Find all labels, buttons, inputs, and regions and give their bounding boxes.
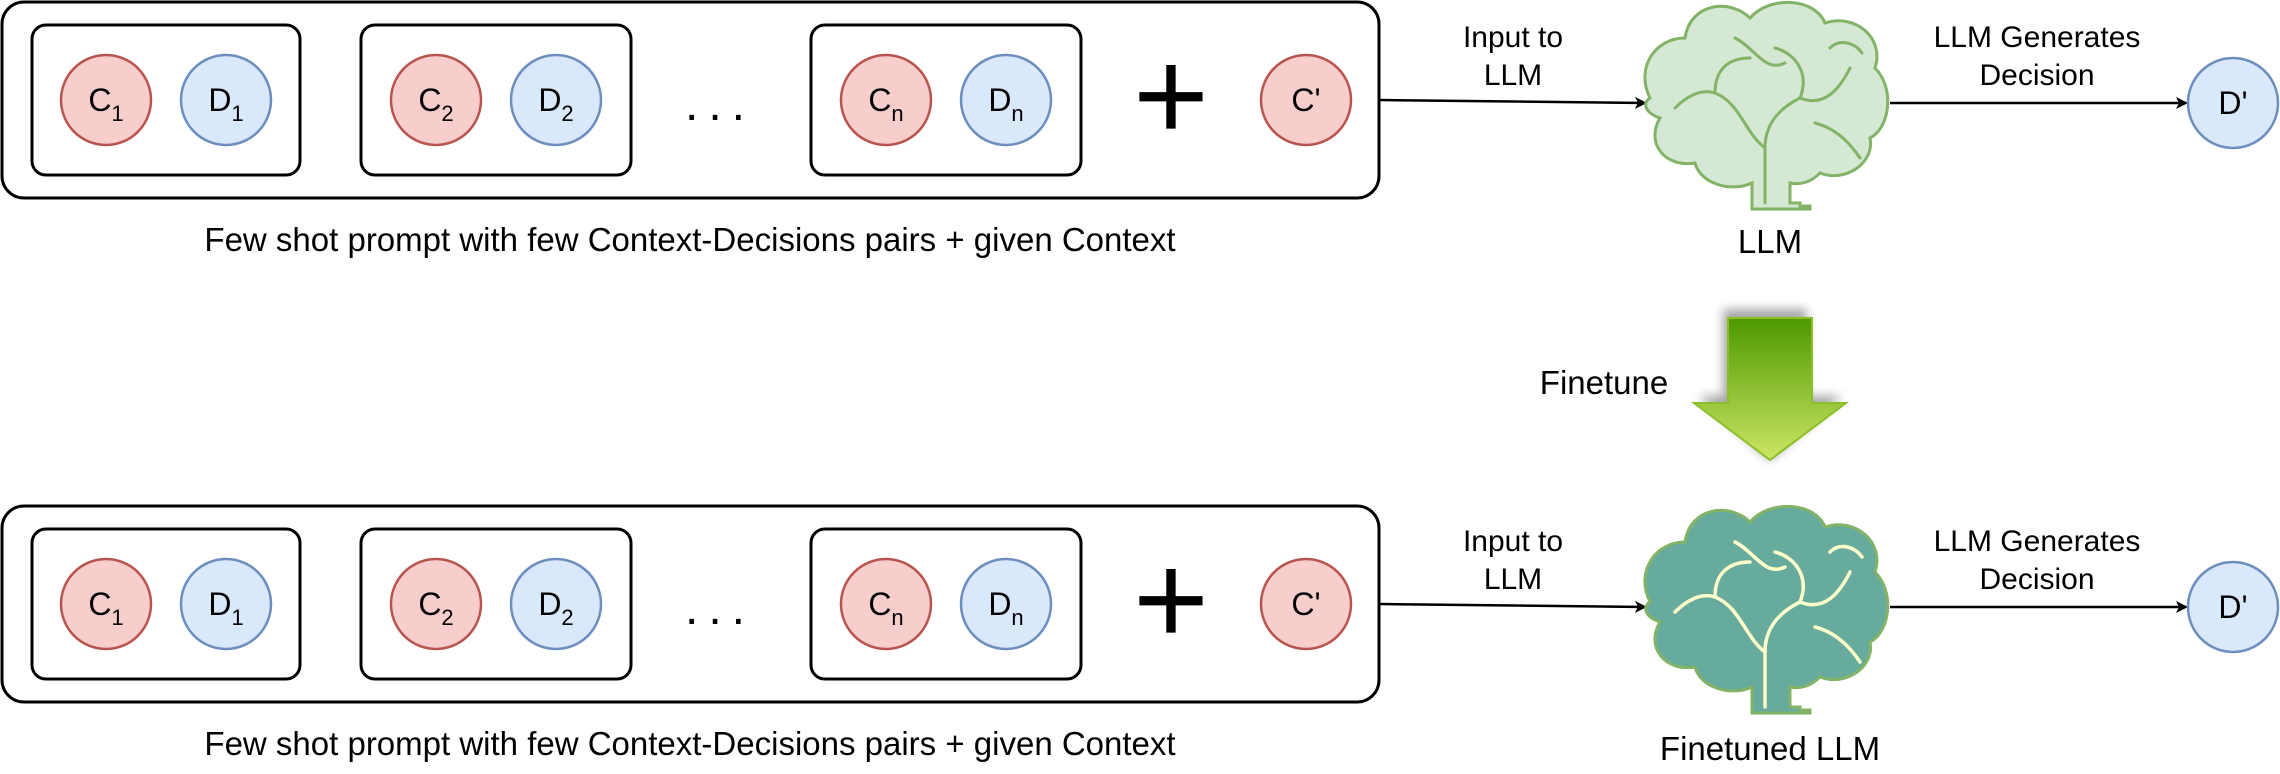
decision-node-label: D1 bbox=[208, 82, 243, 126]
plus-sign: + bbox=[1133, 526, 1209, 672]
input-arrow bbox=[1379, 600, 1647, 613]
prompt-caption: Few shot prompt with few Context-Decisio… bbox=[204, 221, 1175, 258]
finetune-arrow bbox=[1691, 309, 1849, 462]
output-decision-label: D' bbox=[2218, 85, 2247, 121]
context-node bbox=[839, 53, 933, 147]
ellipsis: ... bbox=[685, 582, 755, 635]
model-label: LLM bbox=[1738, 223, 1802, 260]
context-node bbox=[389, 53, 483, 147]
input-arrow bbox=[1379, 96, 1647, 109]
output-label-line1: LLM Generates bbox=[1934, 525, 2141, 558]
decision-node bbox=[509, 557, 603, 651]
pair-group-n: Cn Dn bbox=[809, 23, 1083, 177]
pair-group-1: C1 D1 bbox=[30, 23, 302, 177]
context-node-label: Cn bbox=[868, 82, 903, 126]
context-node-label: C2 bbox=[418, 82, 453, 126]
input-label-line2: LLM bbox=[1484, 59, 1542, 92]
pair-group-n: Cn Dn bbox=[809, 527, 1083, 681]
input-label-line1: Input to bbox=[1463, 525, 1563, 558]
decision-node bbox=[179, 53, 273, 147]
brain-icon bbox=[1643, 0, 1890, 211]
context-node-label: C2 bbox=[418, 586, 453, 630]
input-label-line1: Input to bbox=[1463, 21, 1563, 54]
decision-node bbox=[509, 53, 603, 147]
output-decision-node bbox=[2186, 56, 2280, 150]
decision-node-label: D1 bbox=[208, 586, 243, 630]
finetune-label: Finetune bbox=[1540, 364, 1668, 401]
context-node bbox=[389, 557, 483, 651]
decision-node-label: Dn bbox=[988, 82, 1023, 126]
context-node-label: C1 bbox=[88, 586, 123, 630]
finetuned-brain-icon bbox=[1643, 504, 1890, 715]
bottom-row: C1 D1 C2 D2 ... Cn Dn + C' Few shot prom… bbox=[0, 504, 2280, 767]
top-row: C1 D1 C2 D2 ... Cn Dn + C' Few shot prom… bbox=[0, 0, 2280, 260]
decision-node bbox=[959, 557, 1053, 651]
prompt-caption: Few shot prompt with few Context-Decisio… bbox=[204, 725, 1175, 762]
context-node bbox=[59, 557, 153, 651]
given-context-label: C' bbox=[1291, 586, 1320, 622]
pair-group-2: C2 D2 bbox=[359, 527, 633, 681]
model-label: Finetuned LLM bbox=[1660, 730, 1880, 767]
input-label-line2: LLM bbox=[1484, 563, 1542, 596]
decision-node-label: D2 bbox=[538, 82, 573, 126]
context-node-label: C1 bbox=[88, 82, 123, 126]
output-label-line2: Decision bbox=[1979, 59, 2094, 92]
context-node bbox=[839, 557, 933, 651]
given-context-node bbox=[1259, 557, 1353, 651]
output-label-line2: Decision bbox=[1979, 563, 2094, 596]
output-label-line1: LLM Generates bbox=[1934, 21, 2141, 54]
plus-sign: + bbox=[1133, 22, 1209, 168]
decision-node bbox=[179, 557, 273, 651]
pair-group-2: C2 D2 bbox=[359, 23, 633, 177]
ellipsis: ... bbox=[685, 78, 755, 131]
given-context-label: C' bbox=[1291, 82, 1320, 118]
decision-node-label: Dn bbox=[988, 586, 1023, 630]
decision-node-label: D2 bbox=[538, 586, 573, 630]
output-decision-node bbox=[2186, 560, 2280, 654]
context-node-label: Cn bbox=[868, 586, 903, 630]
output-decision-label: D' bbox=[2218, 589, 2247, 625]
context-node bbox=[59, 53, 153, 147]
given-context-node bbox=[1259, 53, 1353, 147]
finetune-arrow-shape bbox=[1691, 317, 1849, 462]
pair-group-1: C1 D1 bbox=[30, 527, 302, 681]
decision-node bbox=[959, 53, 1053, 147]
